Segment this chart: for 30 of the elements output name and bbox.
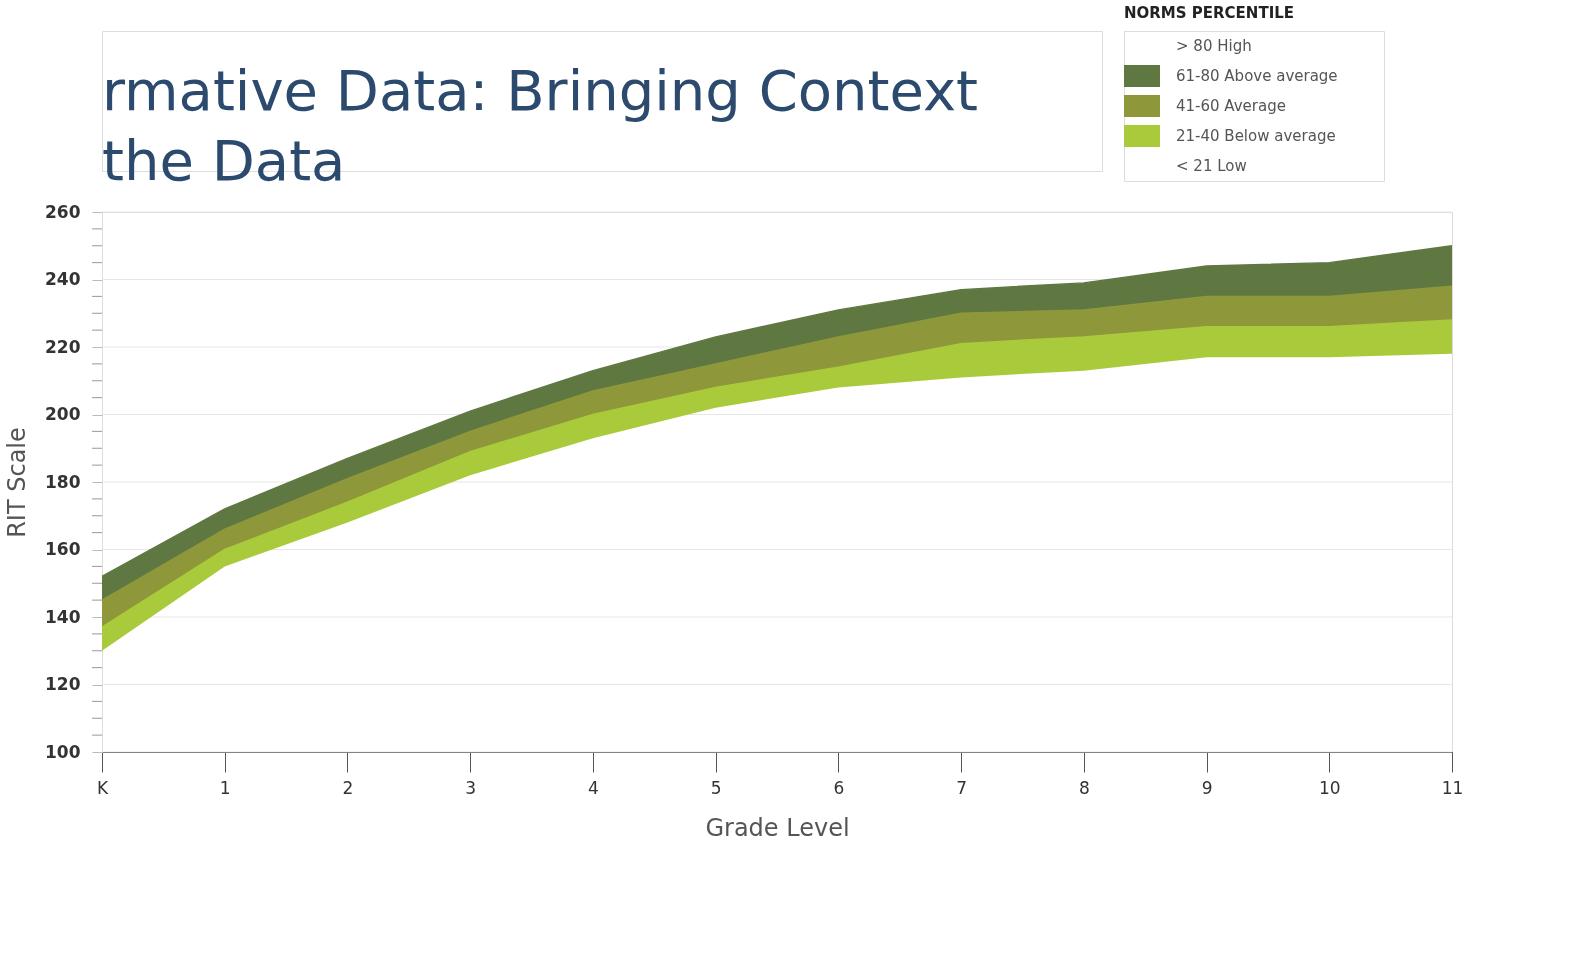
x-axis-title: Grade Level xyxy=(705,813,850,842)
chart-title: rmative Data: Bringing Context the Data xyxy=(102,58,979,193)
x-tick-label: 7 xyxy=(956,777,967,798)
x-tick-label: K xyxy=(96,777,109,798)
x-tick-label: 10 xyxy=(1318,777,1341,798)
x-tick-label: 3 xyxy=(465,777,477,798)
legend-title: NORMS PERCENTILE xyxy=(1124,4,1295,22)
x-tick-label: 9 xyxy=(1201,777,1213,798)
x-tick-label: 1 xyxy=(219,777,231,798)
x-tick-label: 5 xyxy=(710,777,722,798)
y-tick-label: 100 xyxy=(45,741,81,762)
x-tick-label: 6 xyxy=(833,777,845,798)
y-tick-label: 240 xyxy=(45,269,81,289)
y-tick-label: 160 xyxy=(45,539,81,559)
x-tick-label: 4 xyxy=(587,777,599,798)
text: > 80 High xyxy=(1176,37,1252,55)
legend-label: 41-60 Average xyxy=(1176,97,1286,115)
y-axis-title: RIT Scale xyxy=(3,427,32,538)
legend-label: 61-80 Above average xyxy=(1176,67,1338,85)
x-tick-label: 11 xyxy=(1441,777,1464,798)
y-tick-label: 260 xyxy=(45,201,81,222)
x-tick-label: 2 xyxy=(342,777,354,798)
x-tick-label: 8 xyxy=(1078,777,1090,798)
text: < 21 Low xyxy=(1176,157,1247,175)
y-tick-label: 120 xyxy=(45,674,81,694)
legend-label: 21-40 Below average xyxy=(1176,127,1336,145)
y-tick-label: 200 xyxy=(45,404,81,424)
y-tick-label: 220 xyxy=(45,336,81,357)
y-tick-label: 180 xyxy=(45,471,81,492)
y-tick-label: 140 xyxy=(45,606,81,627)
